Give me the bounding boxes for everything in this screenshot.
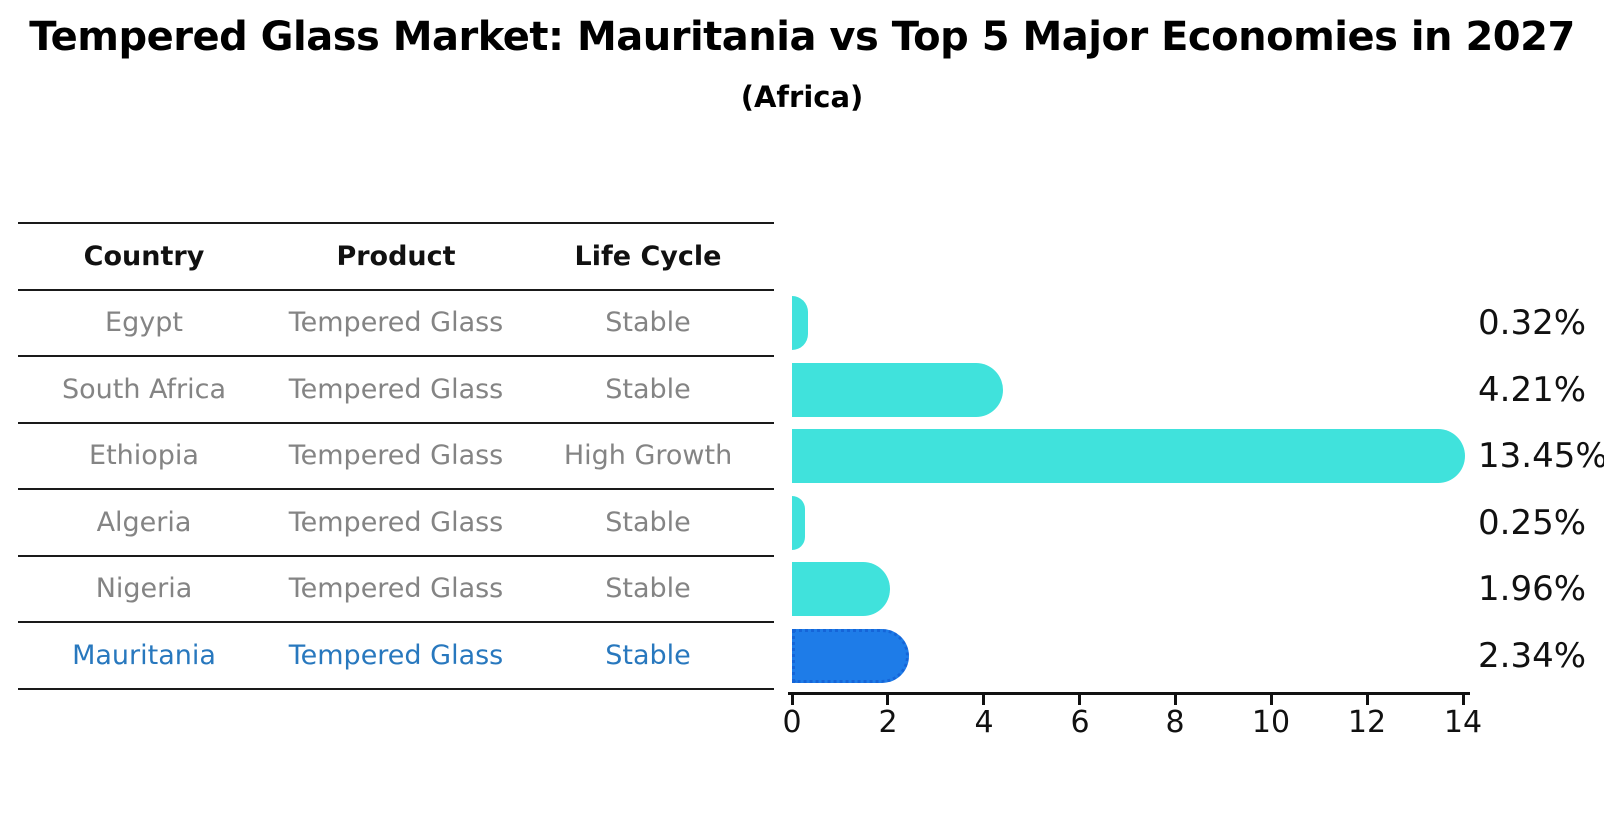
col-header-product: Product [336,240,456,272]
x-axis-tick [982,692,985,705]
table-row-algeria: Algeria Tempered Glass Stable [18,490,774,557]
value-label-ethiopia: 13.45% [1478,436,1604,476]
x-axis-tick-label: 12 [1347,705,1387,740]
value-label-south-africa: 4.21% [1478,370,1587,410]
col-header-life-cycle: Life Cycle [574,240,722,272]
bar-south-africa [792,363,1003,417]
x-axis-tick [1078,692,1081,705]
table-cell-product: Tempered Glass [288,307,504,339]
table-cell-country: Mauritania [72,639,216,671]
table-cell-country: Ethiopia [89,440,199,472]
x-axis-tick-label: 2 [878,705,898,740]
x-axis-tick [1462,692,1465,705]
table-row-mauritania: Mauritania Tempered Glass Stable [18,623,774,690]
country-table: Country Product Life Cycle Egypt Tempered… [18,222,774,690]
chart-title: Tempered Glass Market: Mauritania vs Top… [29,14,1575,60]
table-row-south-africa: South Africa Tempered Glass Stable [18,357,774,424]
table-cell-country: South Africa [61,373,227,405]
value-label-egypt: 0.32% [1478,303,1587,343]
table-cell-product: Tempered Glass [288,373,504,405]
table-header-row: Country Product Life Cycle [18,224,774,291]
x-axis-tick [791,692,794,705]
x-axis-tick-label: 14 [1443,705,1483,740]
table-cell-life-cycle: High Growth [563,440,733,472]
x-axis-tick [1270,692,1273,705]
table-cell-country: Nigeria [95,573,193,605]
table-cell-country: Algeria [96,506,192,538]
table-cell-country: Egypt [105,307,183,339]
x-axis-tick-label: 10 [1251,705,1291,740]
table-cell-life-cycle: Stable [605,506,691,538]
table-body: Egypt Tempered Glass Stable South Africa Tem… [18,291,774,690]
table-row-ethiopia: Ethiopia Tempered Glass High Growth [18,424,774,490]
bar-nigeria [792,562,890,616]
col-header-country: Country [83,240,205,272]
x-axis-tick [1366,692,1369,705]
table-cell-product: Tempered Glass [288,440,504,472]
table-row-nigeria: Nigeria Tempered Glass Stable [18,557,774,623]
x-axis-tick-label: 0 [782,705,802,740]
bar-egypt [792,296,808,350]
table-cell-life-cycle: Stable [605,307,691,339]
x-axis-tick [1174,692,1177,705]
x-axis-tick [886,692,889,705]
table-cell-life-cycle: Stable [605,373,691,405]
table-cell-product: Tempered Glass [288,639,504,671]
x-axis-line [788,692,1470,695]
bar-ethiopia [792,429,1465,483]
table-row-egypt: Egypt Tempered Glass Stable [18,291,774,357]
bar-algeria [792,496,805,550]
table-cell-life-cycle: Stable [605,573,691,605]
bar-mauritania [792,629,909,683]
table-cell-product: Tempered Glass [288,573,504,605]
table-cell-product: Tempered Glass [288,506,504,538]
value-label-mauritania: 2.34% [1478,636,1587,676]
value-label-algeria: 0.25% [1478,503,1587,543]
x-axis-tick-label: 6 [1070,705,1090,740]
chart-subtitle: (Africa) [740,80,864,114]
x-axis-tick-label: 8 [1165,705,1185,740]
table-cell-life-cycle: Stable [605,639,691,671]
x-axis-tick-label: 4 [974,705,994,740]
value-label-nigeria: 1.96% [1478,569,1587,609]
